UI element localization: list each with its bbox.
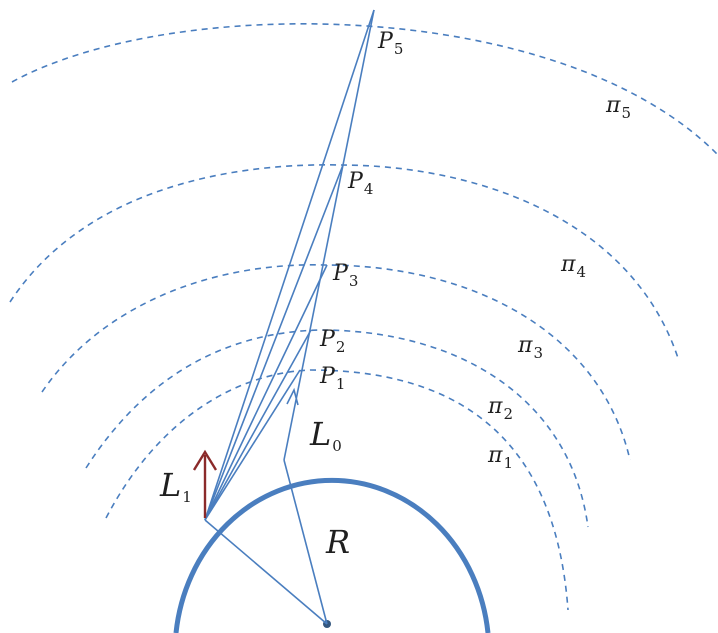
label-L1: L1 [159, 466, 192, 506]
label-L0: L0 [309, 415, 342, 455]
label-P2: P2 [319, 327, 345, 356]
radius-line-left [204, 519, 328, 625]
label-P3: P3 [332, 261, 358, 290]
l1-arrow [192, 449, 218, 518]
label-P5: P5 [377, 29, 403, 58]
sight-line-p5 [204, 9, 375, 521]
sight-line-p2 [204, 329, 312, 521]
radius-lines [204, 459, 328, 625]
label-pi2: π2 [487, 394, 513, 423]
arc-pi-1 [105, 369, 569, 611]
arc-pi-3 [41, 264, 631, 461]
earth-surface [173, 477, 491, 633]
l0-line [283, 9, 375, 461]
label-P1: P1 [319, 364, 345, 393]
l0-arrowhead [286, 387, 299, 406]
sight-line-p1 [204, 369, 301, 521]
label-P4: P4 [347, 169, 373, 198]
label-R: R [325, 523, 350, 561]
arc-pi-4 [9, 164, 679, 359]
arc-pi-2 [85, 329, 589, 528]
l1-arrowhead [192, 449, 218, 471]
sight-line-p4 [204, 164, 344, 521]
arc-group [9, 23, 718, 611]
label-pi1: π1 [487, 443, 513, 472]
label-pi5: π5 [605, 93, 631, 122]
sight-line-p3 [204, 264, 328, 521]
sight-lines [204, 9, 375, 521]
l0-ray [283, 9, 375, 461]
label-pi3: π3 [517, 333, 543, 362]
label-pi4: π4 [560, 252, 586, 281]
arc-pi-5 [11, 23, 718, 156]
radius-line-center [283, 459, 328, 625]
